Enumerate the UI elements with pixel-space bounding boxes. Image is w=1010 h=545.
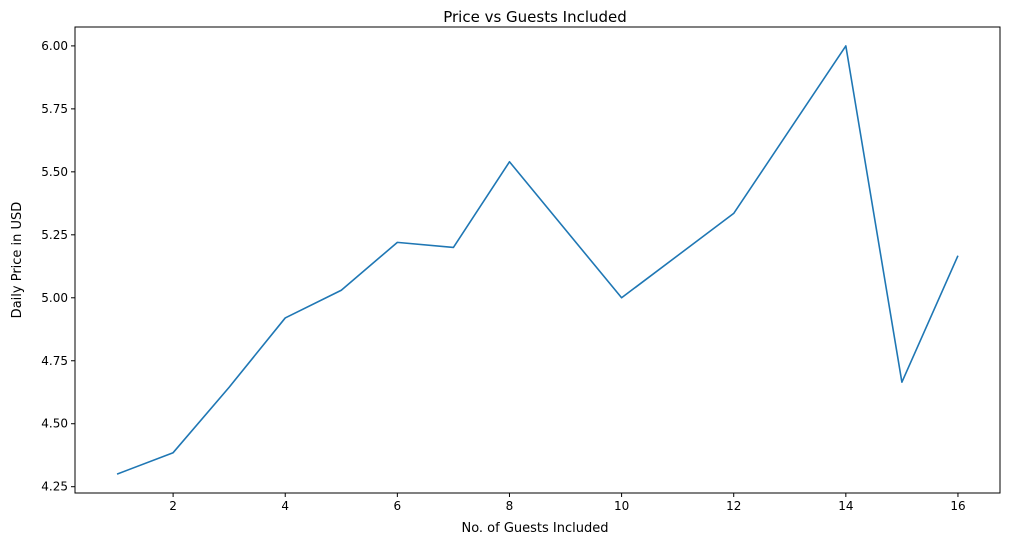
y-tick-label: 5.25 [41, 228, 68, 242]
x-axis: 2 4 6 8 10 12 14 16 [169, 493, 966, 513]
x-tick-label: 16 [950, 499, 965, 513]
chart-title: Price vs Guests Included [443, 8, 627, 26]
x-tick-label: 6 [394, 499, 402, 513]
plot-area [116, 45, 959, 475]
x-tick-label: 14 [838, 499, 853, 513]
x-tick-label: 12 [726, 499, 741, 513]
y-axis-label: Daily Price in USD [10, 202, 25, 319]
y-tick-label: 4.75 [41, 354, 68, 368]
plot-frame [74, 26, 1001, 494]
x-tick-label: 4 [281, 499, 289, 513]
y-tick-label: 4.25 [41, 480, 68, 494]
y-tick-label: 5.50 [41, 165, 68, 179]
y-tick-label: 5.00 [41, 291, 68, 305]
y-axis: 4.25 4.50 4.75 5.00 5.25 5.50 5.75 6.00 [41, 39, 75, 494]
x-tick-label: 2 [169, 499, 177, 513]
y-tick-label: 4.50 [41, 417, 68, 431]
x-axis-label: No. of Guests Included [461, 521, 608, 536]
y-tick-label: 6.00 [41, 39, 68, 53]
x-tick-label: 8 [506, 499, 514, 513]
x-tick-label: 10 [614, 499, 629, 513]
y-tick-label: 5.75 [41, 102, 68, 116]
series-line-0 [116, 45, 959, 475]
